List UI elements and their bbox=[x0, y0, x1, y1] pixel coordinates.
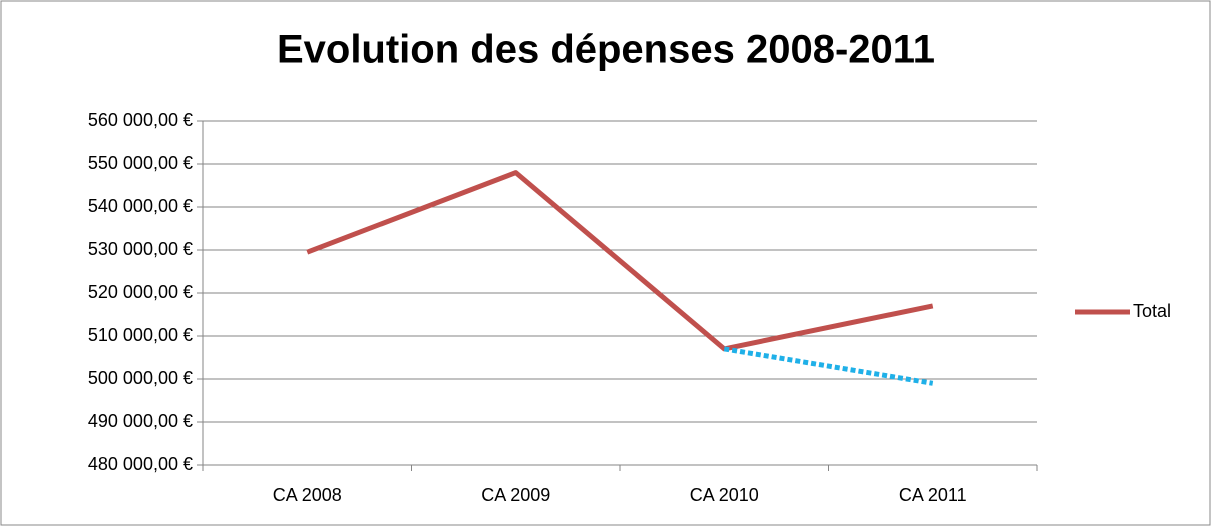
legend-label: Total bbox=[1133, 301, 1171, 321]
y-tick-label: 540 000,00 € bbox=[88, 196, 193, 216]
y-tick-label: 550 000,00 € bbox=[88, 153, 193, 173]
y-tick-label: 500 000,00 € bbox=[88, 368, 193, 388]
chart-title: Evolution des dépenses 2008-2011 bbox=[277, 28, 935, 72]
x-tick-label: CA 2008 bbox=[273, 485, 342, 505]
series-line bbox=[306, 170, 934, 352]
x-tick-label: CA 2010 bbox=[690, 485, 759, 505]
y-tick-label: 480 000,00 € bbox=[88, 454, 193, 474]
y-tick-label: 530 000,00 € bbox=[88, 239, 193, 259]
y-tick-label: 490 000,00 € bbox=[88, 411, 193, 431]
y-tick-label: 510 000,00 € bbox=[88, 325, 193, 345]
series-line bbox=[723, 346, 934, 386]
x-tick-label: CA 2011 bbox=[899, 485, 967, 505]
y-tick-label: 520 000,00 € bbox=[88, 282, 193, 302]
x-tick-label: CA 2009 bbox=[481, 485, 550, 505]
y-tick-label: 560 000,00 € bbox=[88, 110, 193, 130]
